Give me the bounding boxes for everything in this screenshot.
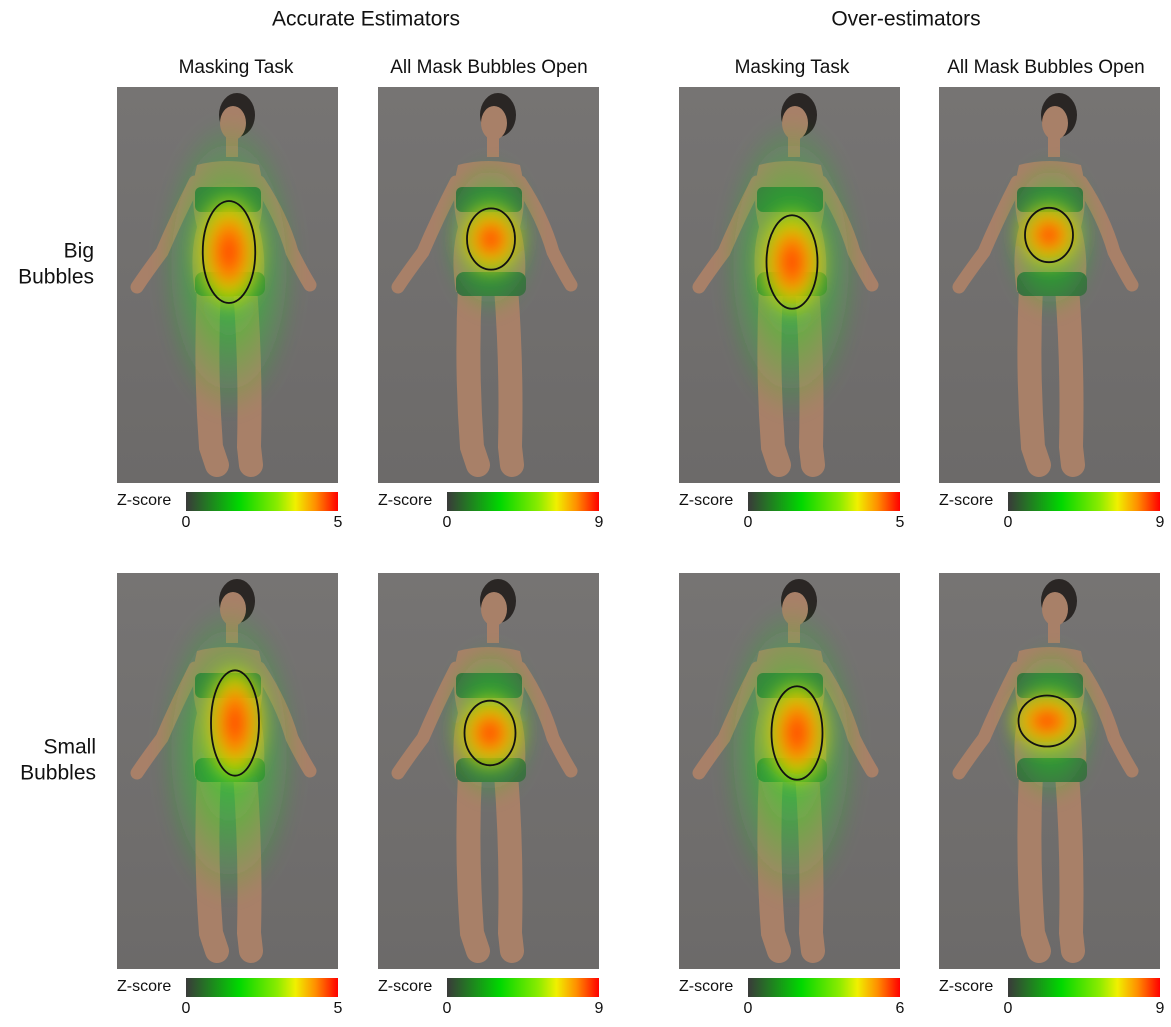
- contour: [210, 669, 260, 777]
- colorbar: [748, 978, 900, 997]
- colorbar-label: Z-score: [378, 978, 432, 995]
- head: [1042, 592, 1068, 626]
- heat-hot: [459, 203, 523, 275]
- colorbar: [447, 492, 599, 511]
- colorbar: [186, 492, 338, 511]
- panel: [939, 573, 1160, 969]
- contour: [765, 214, 819, 310]
- panel: [679, 573, 900, 969]
- colorbar-max: 5: [334, 1000, 343, 1017]
- heat-hot: [758, 207, 826, 317]
- neck: [1048, 137, 1060, 157]
- column-title: All Mask Bubbles Open: [947, 57, 1145, 78]
- arm: [952, 175, 1024, 294]
- heat-hot: [194, 192, 264, 312]
- head: [481, 592, 507, 626]
- leg: [494, 761, 524, 963]
- colorbar-label: Z-score: [939, 492, 993, 509]
- leg: [1055, 275, 1085, 477]
- colorbar-max: 6: [896, 1000, 905, 1017]
- column-title: Masking Task: [735, 57, 850, 78]
- colorbar: [447, 978, 599, 997]
- colorbar-min: 0: [182, 514, 191, 531]
- colorbar-label: Z-score: [117, 978, 171, 995]
- contour: [1024, 206, 1074, 264]
- heatmap: [442, 157, 538, 317]
- colorbar: [748, 492, 900, 511]
- colorbar-min: 0: [443, 514, 452, 531]
- arm: [952, 661, 1024, 780]
- row-label: Small: [43, 736, 96, 759]
- heatmap: [721, 117, 861, 417]
- colorbar-min: 0: [182, 1000, 191, 1017]
- arm: [391, 661, 463, 780]
- row-label: Big: [64, 240, 94, 263]
- arm: [391, 175, 463, 294]
- group-title: Accurate Estimators: [272, 8, 460, 31]
- heatmap: [442, 643, 538, 803]
- heat-hot: [456, 695, 524, 771]
- neck: [487, 137, 499, 157]
- colorbar-label: Z-score: [679, 492, 733, 509]
- contour: [201, 200, 257, 304]
- colorbar-label: Z-score: [939, 978, 993, 995]
- heatmap: [159, 603, 299, 903]
- heatmap: [1003, 157, 1099, 317]
- panel: [117, 87, 338, 483]
- head: [1042, 106, 1068, 140]
- colorbar-min: 0: [443, 1000, 452, 1017]
- panel: [939, 87, 1160, 483]
- colorbar-max: 9: [595, 1000, 604, 1017]
- colorbar: [1008, 978, 1160, 997]
- group-title: Over-estimators: [831, 8, 980, 31]
- colorbar-label: Z-score: [378, 492, 432, 509]
- contour: [463, 699, 517, 767]
- colorbar-min: 0: [1004, 514, 1013, 531]
- heatmap: [721, 603, 861, 903]
- column-title: Masking Task: [179, 57, 294, 78]
- leg: [1055, 761, 1085, 963]
- colorbar-min: 0: [744, 514, 753, 531]
- neck: [1048, 623, 1060, 643]
- colorbar-max: 9: [1156, 1000, 1165, 1017]
- neck: [487, 623, 499, 643]
- row-label: Bubbles: [18, 266, 94, 289]
- panel: [679, 87, 900, 483]
- contour: [770, 685, 824, 781]
- heatmap: [1003, 643, 1099, 803]
- heat-hot: [1017, 203, 1081, 267]
- heat-hot: [203, 661, 267, 785]
- heat-hot: [1009, 691, 1085, 751]
- colorbar-max: 5: [334, 514, 343, 531]
- contour: [466, 207, 516, 271]
- colorbar-min: 0: [744, 1000, 753, 1017]
- colorbar: [1008, 492, 1160, 511]
- column-title: All Mask Bubbles Open: [390, 57, 588, 78]
- colorbar-label: Z-score: [117, 492, 171, 509]
- colorbar-min: 0: [1004, 1000, 1013, 1017]
- colorbar-max: 9: [595, 514, 604, 531]
- panel: [378, 573, 599, 969]
- colorbar-max: 5: [896, 514, 905, 531]
- colorbar: [186, 978, 338, 997]
- leg: [494, 275, 524, 477]
- panel: [378, 87, 599, 483]
- heat-hot: [763, 678, 831, 788]
- row-label: Bubbles: [20, 762, 96, 785]
- heatmap: [159, 117, 299, 417]
- head: [481, 106, 507, 140]
- panel: [117, 573, 338, 969]
- colorbar-label: Z-score: [679, 978, 733, 995]
- colorbar-max: 9: [1156, 514, 1165, 531]
- contour: [1017, 694, 1077, 748]
